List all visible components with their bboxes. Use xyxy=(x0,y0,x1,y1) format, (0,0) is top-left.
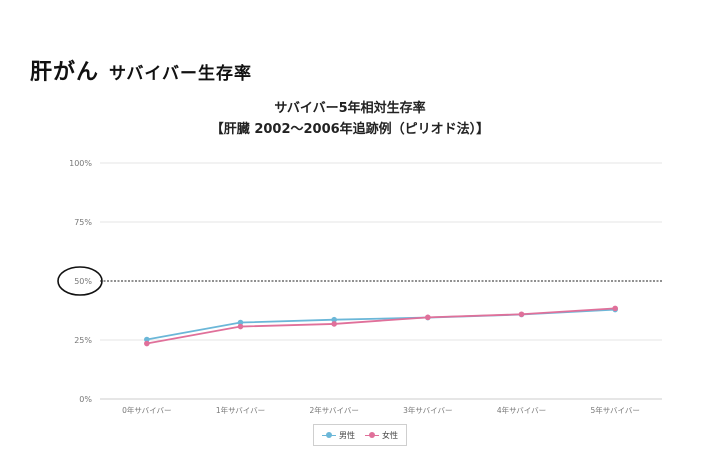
y-tick-label: 0% xyxy=(79,395,92,404)
page-title: 肝がん xyxy=(30,60,100,85)
page-subtitle: サバイバー生存率 xyxy=(109,64,252,84)
data-point-female[interactable] xyxy=(144,340,150,347)
highlight-circle xyxy=(57,266,103,296)
chart-title: サバイバー5年相対生存率 xyxy=(274,101,426,116)
legend-swatch-female-icon xyxy=(365,431,379,439)
data-point-male[interactable] xyxy=(144,336,150,343)
data-point-male[interactable] xyxy=(331,316,337,323)
series-line-female xyxy=(146,307,616,345)
legend-label-female: 女性 xyxy=(382,430,398,440)
y-tick-label: 75% xyxy=(74,218,92,227)
data-point-female[interactable] xyxy=(425,314,431,321)
chart-subtitle: 【肝臓 2002～2006年追跡例（ピリオド法）】 xyxy=(210,122,490,137)
chart-legend: 男性 女性 xyxy=(313,424,407,446)
x-tick-label: 2年サバイバー xyxy=(310,405,359,415)
data-point-female[interactable] xyxy=(331,321,337,327)
chart-title-block: サバイバー5年相対生存率 【肝臓 2002～2006年追跡例（ピリオド法）】 xyxy=(100,100,600,142)
legend-swatch-male-icon xyxy=(322,431,336,439)
x-tick-label: 5年サバイバー xyxy=(591,405,640,415)
x-tick-label: 1年サバイバー xyxy=(216,405,265,415)
y-tick-label: 25% xyxy=(74,336,92,345)
data-point-female[interactable] xyxy=(237,323,244,330)
data-point-male[interactable] xyxy=(237,319,244,326)
legend-item-female[interactable]: 女性 xyxy=(365,430,398,441)
y-tick-label: 100% xyxy=(69,159,92,168)
legend-label-male: 男性 xyxy=(339,430,355,440)
x-tick-label: 0年サバイバー xyxy=(122,405,171,415)
series-line-male xyxy=(146,308,616,341)
y-tick-label: 50% xyxy=(74,277,92,286)
data-point-female[interactable] xyxy=(518,311,525,318)
x-tick-label: 3年サバイバー xyxy=(403,405,452,415)
data-point-female[interactable] xyxy=(612,305,618,312)
x-tick-label: 4年サバイバー xyxy=(497,405,546,415)
page-header: 肝がん サバイバー生存率 xyxy=(30,54,252,86)
legend-item-male[interactable]: 男性 xyxy=(322,430,355,441)
